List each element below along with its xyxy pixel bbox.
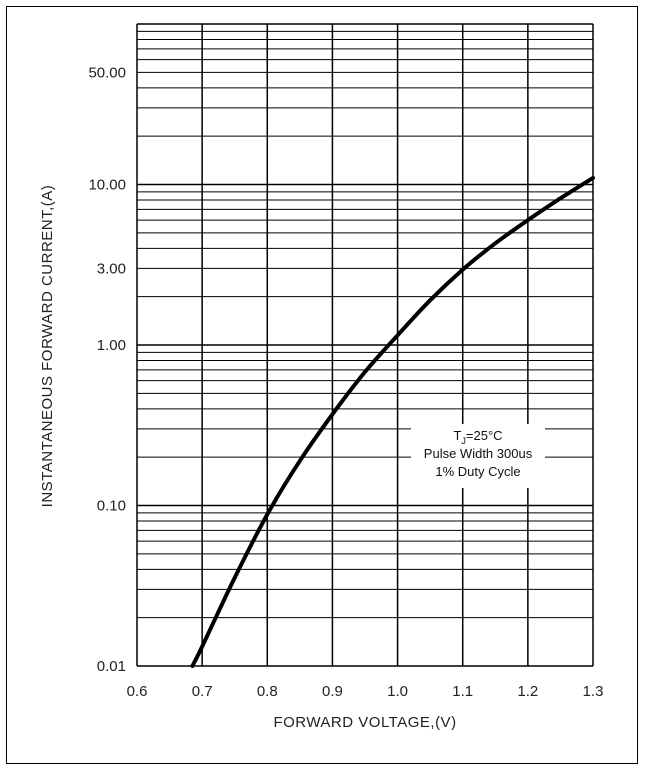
annotation-line-2: Pulse Width 300us [424,446,533,461]
y-tick-label: 10.00 [88,177,126,194]
x-axis-label: FORWARD VOLTAGE,(V) [273,714,456,731]
y-tick-label: 0.01 [97,658,126,675]
y-tick-label: 1.00 [97,337,126,354]
x-tick-label: 0.8 [257,683,278,700]
x-tick-labels: 0.6 0.7 0.8 0.9 1.0 1.1 1.2 1.3 [127,683,604,700]
annotation-line-1: TJ=25°C [453,428,502,446]
annotation-t: T [453,428,461,443]
x-tick-label: 1.3 [583,683,604,700]
annotation-subscript: J [461,436,466,446]
annotation-temp: =25°C [466,428,503,443]
y-tick-labels: 0.01 0.10 1.00 3.00 10.00 50.00 [88,64,126,675]
y-tick-label: 3.00 [97,260,126,277]
chart-grid [136,23,594,667]
y-tick-label: 0.10 [97,498,126,515]
series-line [190,175,595,668]
x-tick-label: 0.9 [322,683,343,700]
x-tick-label: 0.7 [192,683,213,700]
x-tick-label: 0.6 [127,683,148,700]
x-tick-label: 1.2 [517,683,538,700]
annotation-line-3: 1% Duty Cycle [435,464,520,479]
chart-frame [6,6,638,764]
x-tick-label: 1.1 [452,683,473,700]
y-tick-label: 50.00 [88,64,126,81]
y-axis-label: INSTANTANEOUS FORWARD CURRENT,(A) [39,185,56,508]
x-tick-label: 1.0 [387,683,408,700]
annotation-box: TJ=25°C Pulse Width 300us 1% Duty Cycle [411,424,545,488]
